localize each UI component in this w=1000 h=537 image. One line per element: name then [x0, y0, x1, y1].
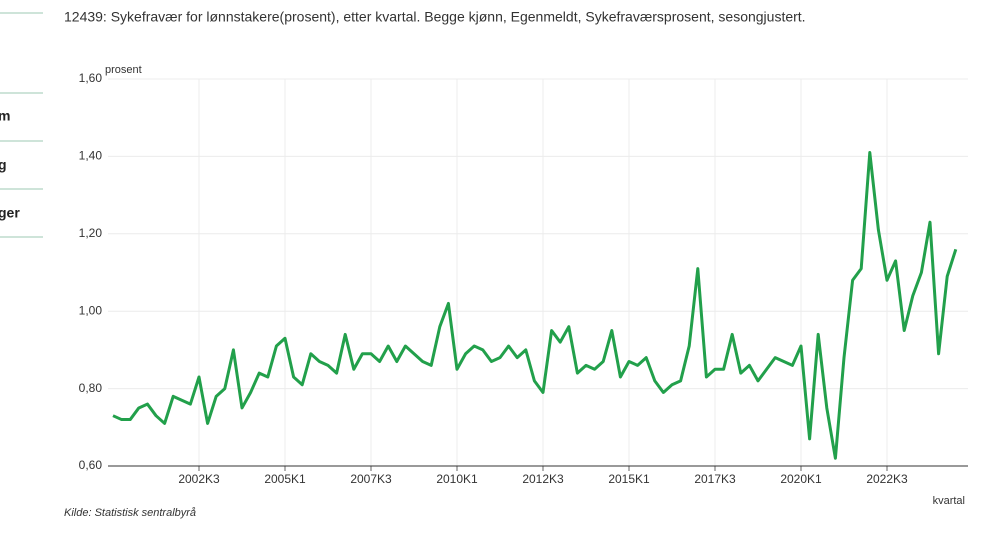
y-tick-label: 1,00	[79, 303, 103, 317]
chart-title: 12439: Sykefravær for lønnstakere(prosen…	[64, 9, 806, 25]
y-tick-label: 0,60	[79, 458, 103, 472]
menu-item[interactable]: g	[0, 157, 7, 173]
x-tick-label: 2020K1	[780, 472, 822, 486]
menu-item[interactable]: ger	[0, 205, 20, 221]
x-tick-label: 2005K1	[264, 472, 306, 486]
menu-item[interactable]: m	[0, 108, 10, 124]
x-tick-label: 2017K3	[694, 472, 736, 486]
x-tick-label: 2012K3	[522, 472, 564, 486]
data-line	[112, 151, 958, 460]
y-tick-label: 1,60	[79, 71, 103, 85]
x-tick-label: 2010K1	[436, 472, 478, 486]
source: Kilde: Statistisk sentralbyrå	[64, 507, 196, 519]
y-tick-label: 1,40	[79, 149, 103, 163]
x-tick-label: 2007K3	[350, 472, 392, 486]
y-axis-label: prosent	[105, 64, 142, 76]
x-tick-label: 2002K3	[178, 472, 220, 486]
x-tick-label: 2022K3	[866, 472, 908, 486]
y-tick-label: 1,20	[79, 226, 103, 240]
x-axis-label: kvartal	[933, 495, 965, 507]
x-tick-label: 2015K1	[608, 472, 650, 486]
y-tick-label: 0,80	[79, 381, 103, 395]
